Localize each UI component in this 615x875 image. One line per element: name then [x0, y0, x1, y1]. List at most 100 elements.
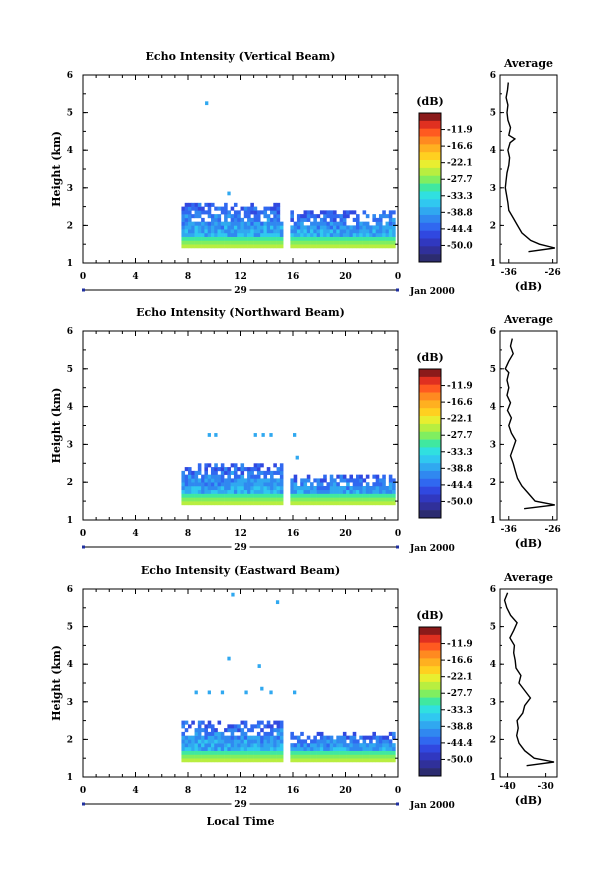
echo-cell: [256, 497, 261, 502]
colorbar-swatch: [419, 246, 441, 255]
echo-cell: [356, 240, 360, 245]
echo-cell: [217, 758, 222, 763]
echo-cell: [230, 206, 235, 211]
echo-cell: [349, 232, 354, 237]
echo-cell: [359, 485, 363, 491]
echo-cell: [230, 482, 235, 487]
echo-cell: [204, 467, 208, 472]
echo-cell: [290, 750, 294, 755]
echo-cell: [214, 221, 218, 226]
echo-cell: [339, 493, 344, 498]
echo-cell: [233, 210, 238, 215]
echo-cell: [339, 240, 344, 245]
echo-cell: [224, 754, 228, 759]
echo-cell: [250, 493, 254, 498]
echo-cell: [227, 482, 231, 487]
echo-cell: [306, 493, 311, 498]
echo-cell: [270, 470, 274, 475]
echo-cell: [194, 244, 199, 249]
echo-cell: [214, 728, 218, 733]
echo-cell: [333, 489, 337, 494]
echo-cell: [329, 229, 334, 234]
echo-cell: [247, 225, 251, 230]
echo-cell: [375, 497, 380, 502]
echo-cell: [210, 754, 215, 759]
echo-cell: [217, 735, 222, 740]
echo-cell: [204, 470, 208, 475]
profile-x-tick-label: -40: [499, 782, 515, 792]
echo-cell: [207, 489, 212, 494]
colorbar-swatch: [419, 113, 441, 122]
echo-cell: [214, 754, 218, 759]
colorbar-swatch: [419, 238, 441, 247]
echo-cell: [382, 758, 386, 763]
echo-cell: [273, 478, 277, 483]
echo-cell: [326, 489, 331, 494]
echo-cell: [263, 225, 268, 230]
echo-cell: [197, 758, 202, 763]
echo-cell: [184, 214, 189, 219]
echo-cell: [359, 474, 363, 479]
echo-cell: [339, 474, 344, 479]
echo-cell: [181, 724, 186, 729]
echo-cell: [349, 735, 354, 740]
echo-cell: [316, 244, 321, 249]
echo-cell: [273, 493, 277, 498]
echo-cell: [217, 743, 222, 748]
echo-cell: [290, 214, 294, 219]
echo-cell: [224, 221, 228, 226]
echo-cell: [290, 229, 294, 234]
echo-cell: [253, 217, 258, 222]
echo-cell: [375, 240, 380, 245]
echo-cell: [349, 754, 354, 759]
echo-cell: [306, 244, 311, 249]
echo-cell: [372, 236, 376, 241]
echo-cell: [237, 493, 241, 498]
echo-cell: [247, 221, 251, 226]
echo-cell: [191, 493, 195, 498]
echo-cell: [339, 214, 344, 219]
echo-cell: [181, 225, 186, 230]
echo-cell: [362, 240, 367, 245]
echo-cell: [214, 214, 218, 219]
echo-cell: [230, 214, 235, 219]
echo-cell: [250, 229, 254, 234]
echo-cell: [319, 735, 324, 740]
echo-cell: [316, 489, 321, 494]
echo-cell: [191, 225, 195, 230]
echo-cell: [188, 758, 192, 763]
echo-cell: [382, 244, 386, 249]
echo-cell: [256, 463, 261, 468]
echo-cell: [263, 221, 268, 226]
echo-cell: [290, 743, 294, 748]
echo-cell: [388, 501, 393, 506]
echo-cell: [375, 739, 380, 744]
echo-cell: [194, 229, 199, 234]
colorbar-swatch: [419, 768, 441, 777]
echo-cell: [346, 229, 350, 234]
echo-cell: [247, 728, 251, 733]
colorbar-swatch: [419, 431, 441, 440]
echo-cell: [207, 244, 212, 249]
echo-cell: [326, 746, 331, 751]
echo-cell: [260, 470, 264, 475]
echo-cell: [233, 724, 238, 729]
echo-cell: [207, 482, 212, 487]
echo-cell: [250, 758, 254, 763]
echo-cell: [263, 746, 268, 751]
echo-cell: [233, 225, 238, 230]
echo-cell: [352, 501, 357, 506]
echo-cell: [237, 210, 241, 215]
echo-cell: [210, 229, 215, 234]
x-tick-label: 16: [287, 786, 300, 796]
echo-cell: [243, 739, 248, 744]
echo-cell: [300, 739, 304, 744]
echo-cell: [233, 217, 238, 222]
echo-cell: [356, 478, 360, 483]
echo-cell: [220, 690, 225, 695]
echo-cell: [256, 485, 261, 491]
echo-cell: [188, 225, 192, 230]
echo-cell: [240, 497, 245, 502]
echo-cell: [191, 497, 195, 502]
echo-cell: [217, 731, 222, 736]
